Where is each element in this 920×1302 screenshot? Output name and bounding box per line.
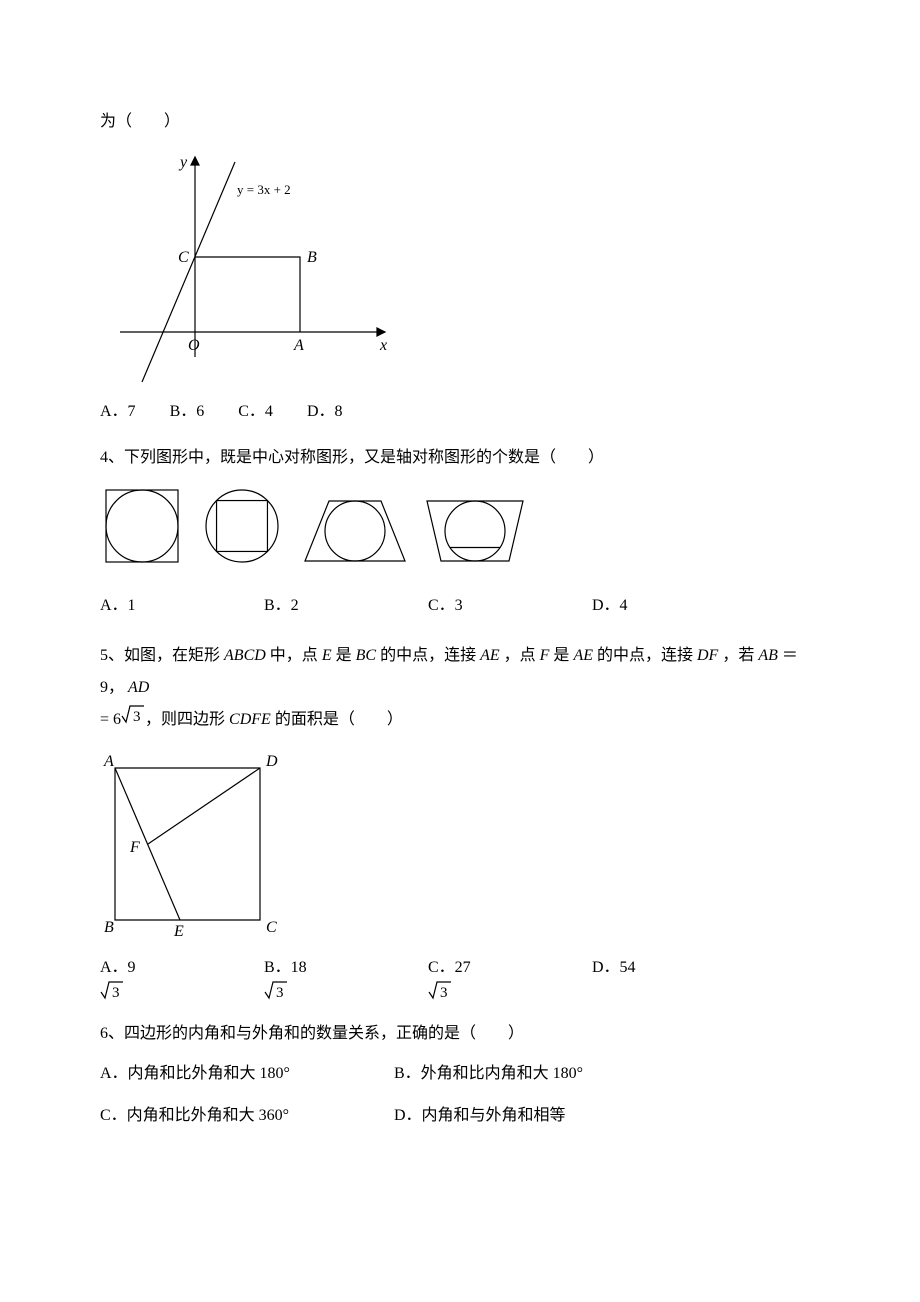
q3-opt-b[interactable]: B．6 xyxy=(170,400,205,424)
svg-text:C: C xyxy=(178,249,189,266)
svg-text:B: B xyxy=(307,249,317,266)
svg-text:E: E xyxy=(173,923,184,940)
q6-opt-d[interactable]: D．内角和与外角和相等 xyxy=(394,1104,684,1128)
svg-text:F: F xyxy=(129,839,140,856)
q5-p11: 的面积是（ ） xyxy=(275,711,403,728)
q4-opt-a[interactable]: A．1 xyxy=(100,594,260,618)
q4-shape-2 xyxy=(200,484,290,574)
q3-tail: 为（ ） xyxy=(100,110,820,134)
svg-text:3: 3 xyxy=(276,985,284,1000)
sqrt-icon: 3 xyxy=(428,980,452,1000)
svg-text:O: O xyxy=(188,337,200,354)
q3-opt-d[interactable]: D．8 xyxy=(307,400,343,424)
svg-text:A: A xyxy=(293,337,304,354)
q5-AB: AB xyxy=(758,647,778,664)
q5-p5: ，点 xyxy=(504,647,536,664)
q5-opt-c[interactable]: C．27 3 xyxy=(428,956,588,1000)
q5-p8: ，若 xyxy=(722,647,754,664)
svg-text:D: D xyxy=(265,753,278,770)
q4-shape-4 xyxy=(420,484,530,574)
q6-opt-a[interactable]: A．内角和比外角和大 180° xyxy=(100,1062,390,1086)
sqrt-icon: 3 xyxy=(100,980,124,1000)
q4-options: A．1 B．2 C．3 D．4 xyxy=(100,594,820,618)
q3-tail-text: 为（ ） xyxy=(100,113,180,130)
q5-DF: DF xyxy=(697,647,718,664)
q4-opt-d[interactable]: D．4 xyxy=(592,594,752,618)
q3-chart: O A B Cx y y = 3x + 2 xyxy=(100,142,400,392)
q5-BC: BC xyxy=(356,647,376,664)
svg-text:x: x xyxy=(379,337,387,354)
q4-opt-c[interactable]: C．3 xyxy=(428,594,588,618)
q5-AD: AD xyxy=(128,679,149,696)
q6-opt-c[interactable]: C．内角和比外角和大 360° xyxy=(100,1104,390,1128)
q3-opt-a[interactable]: A．7 xyxy=(100,400,136,424)
q5-p1: 5、如图，在矩形 xyxy=(100,647,220,664)
svg-text:C: C xyxy=(266,919,277,936)
svg-text:y: y xyxy=(178,154,188,171)
q5-F: F xyxy=(540,647,550,664)
q5-opt-a-pre: A．9 xyxy=(100,959,136,976)
svg-text:3: 3 xyxy=(440,985,448,1000)
q5-opt-b[interactable]: B．18 3 xyxy=(264,956,424,1000)
q5-eq: = 6 xyxy=(100,711,121,728)
q4-shape-3 xyxy=(300,484,410,574)
q3-opt-c[interactable]: C．4 xyxy=(238,400,273,424)
q3-options: A．7 B．6 C．4 D．8 xyxy=(100,400,820,424)
q5-AE2: AE xyxy=(573,647,593,664)
q5-opt-a[interactable]: A．9 3 xyxy=(100,956,260,1000)
q6-opt-b[interactable]: B．外角和比内角和大 180° xyxy=(394,1062,684,1086)
q5-diagram-wrap: A D B C E F xyxy=(100,750,820,940)
q4-text: 4、下列图形中，既是中心对称图形，又是轴对称图形的个数是（ ） xyxy=(100,446,820,470)
q5-AE: AE xyxy=(480,647,500,664)
q5-CDFE: CDFE xyxy=(229,711,271,728)
q4-shape-1 xyxy=(100,484,190,574)
sqrt-icon: 3 xyxy=(264,980,288,1000)
q5-p7: 的中点，连接 xyxy=(597,647,693,664)
q5-E: E xyxy=(322,647,332,664)
svg-text:3: 3 xyxy=(112,985,120,1000)
q5-sqrt: 3 xyxy=(121,704,145,724)
q5-diagram: A D B C E F xyxy=(100,750,290,940)
q5-text: 5、如图，在矩形 ABCD 中，点 E 是 BC 的中点，连接 AE ，点 F … xyxy=(100,640,820,736)
q6-options: A．内角和比外角和大 180° B．外角和比内角和大 180° C．内角和比外角… xyxy=(100,1062,820,1146)
svg-text:A: A xyxy=(103,753,114,770)
q4-opt-b[interactable]: B．2 xyxy=(264,594,424,618)
q5-p2: 中，点 xyxy=(270,647,318,664)
svg-text:y = 3x + 2: y = 3x + 2 xyxy=(237,182,291,197)
q5-p4: 的中点，连接 xyxy=(380,647,476,664)
q5-abcd: ABCD xyxy=(224,647,266,664)
q6-text: 6、四边形的内角和与外角和的数量关系，正确的是（ ） xyxy=(100,1022,820,1046)
q3-chart-wrap: O A B Cx y y = 3x + 2 xyxy=(100,142,820,392)
q5-options: A．9 3 B．18 3 C．27 3 D．54 xyxy=(100,956,820,1000)
svg-text:B: B xyxy=(104,919,114,936)
q5-p3: 是 xyxy=(336,647,352,664)
q5-opt-b-pre: B．18 xyxy=(264,959,307,976)
svg-text:3: 3 xyxy=(133,709,141,724)
q5-p6: 是 xyxy=(553,647,569,664)
q5-opt-c-pre: C．27 xyxy=(428,959,471,976)
q5-opt-d[interactable]: D．54 xyxy=(592,956,752,980)
q4-shapes xyxy=(100,484,820,574)
q5-p10: ，则四边形 xyxy=(145,711,225,728)
